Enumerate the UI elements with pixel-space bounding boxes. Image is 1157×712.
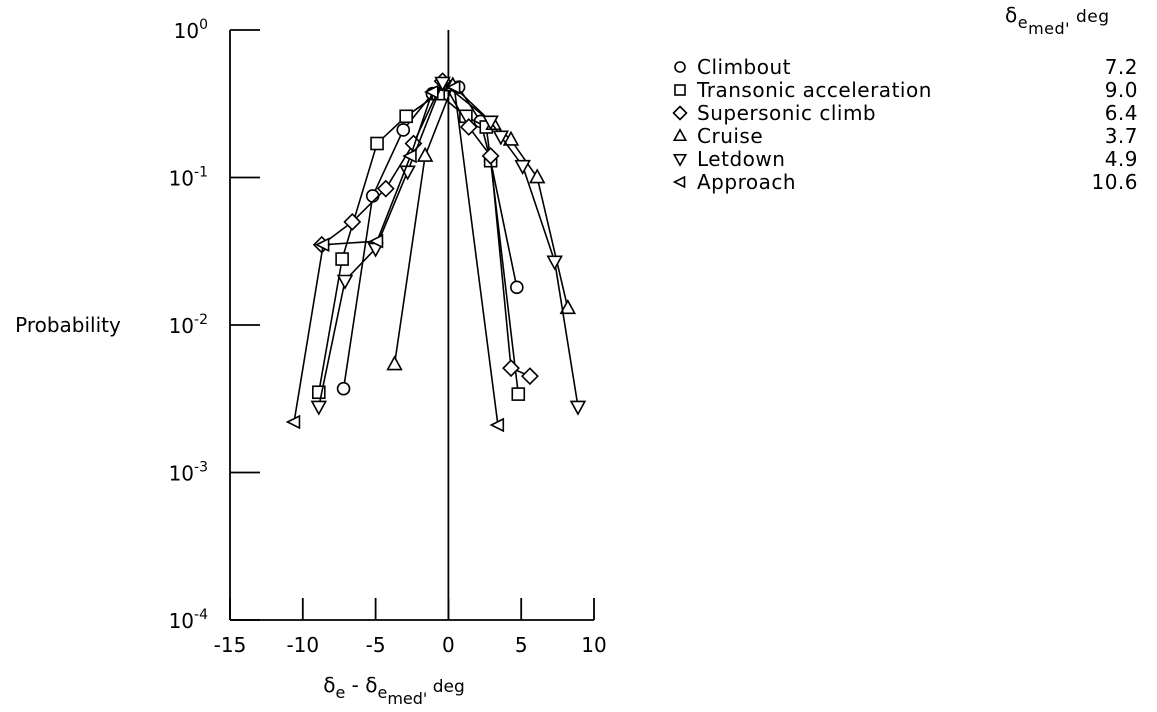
legend-median-value: 7.2: [1105, 55, 1138, 79]
legend-median-value: 6.4: [1105, 101, 1138, 125]
legend-marker-triangle-up: [672, 128, 688, 142]
legend-header: δemed' deg: [1005, 3, 1110, 38]
legend-label: Transonic acceleration: [696, 78, 932, 102]
x-tick-label: -15: [214, 633, 247, 657]
legend-marker-diamond: [672, 105, 688, 121]
data-point-triangle-down: [310, 400, 328, 416]
legend-median-value: 3.7: [1105, 124, 1138, 148]
x-tick-label: 10: [581, 633, 606, 657]
x-tick-label: 5: [515, 633, 528, 657]
legend-median-value: 4.9: [1105, 147, 1138, 171]
data-point-triangle-down: [482, 115, 499, 131]
data-point-circle: [510, 280, 524, 295]
data-point-triangle-left: [423, 84, 439, 100]
data-point-triangle-down: [569, 400, 587, 416]
legend-item: Approach 10.6: [672, 170, 1138, 194]
data-point-triangle-up: [386, 355, 403, 371]
legend-item: Supersonic climb 6.4: [672, 101, 1138, 125]
data-point-triangle-left: [314, 237, 330, 253]
data-point-circle: [336, 381, 351, 396]
legend-median-value: 10.6: [1091, 170, 1138, 194]
y-tick-label: 100: [174, 17, 208, 43]
legend-item: Cruise 3.7: [672, 124, 1138, 148]
data-point-triangle-up: [502, 130, 520, 146]
data-point-circle: [365, 189, 380, 203]
data-point-diamond: [376, 179, 395, 198]
series-triangle-down: [310, 76, 587, 416]
x-tick-label: 0: [442, 633, 455, 657]
data-point-triangle-left: [285, 414, 301, 430]
y-tick-label: 10-4: [169, 607, 209, 633]
legend-item: Letdown 4.9: [672, 147, 1138, 171]
series-line: [293, 86, 499, 426]
legend-label: Letdown: [697, 147, 785, 171]
x-axis-title: δe - δemed' deg: [323, 673, 465, 708]
data-point-triangle-down: [434, 76, 451, 92]
legend-label: Cruise: [697, 124, 763, 148]
data-point-triangle-down: [492, 130, 510, 146]
data-point-triangle-up: [416, 146, 434, 162]
legend-marker-triangle-down: [672, 153, 688, 167]
legend-label: Supersonic climb: [697, 101, 876, 125]
data-point-square: [370, 136, 384, 151]
data-point-triangle-left: [489, 417, 505, 433]
data-point-diamond: [502, 359, 520, 378]
legend-label: Climbout: [697, 55, 791, 79]
data-point-diamond: [343, 212, 362, 231]
legend-marker-square: [674, 84, 686, 96]
data-point-triangle-down: [546, 255, 563, 271]
series-layer: [285, 72, 587, 433]
data-point-diamond: [521, 367, 539, 386]
data-point-triangle-left: [368, 233, 384, 249]
legend-label: Approach: [697, 170, 796, 194]
data-point-triangle-up: [559, 299, 577, 315]
data-point-diamond: [459, 118, 478, 136]
legend-item: Transonic acceleration 9.0: [674, 78, 1138, 102]
x-tick-label: -5: [366, 633, 386, 657]
y-tick-label: 10-3: [169, 460, 208, 486]
y-tick-label: 10-1: [169, 165, 208, 191]
data-point-triangle-up: [528, 168, 546, 184]
data-point-square: [511, 387, 526, 401]
series-line: [318, 81, 579, 407]
legend-marker-circle: [674, 61, 686, 73]
legend-marker-triangle-left: [672, 175, 686, 189]
data-point-circle: [396, 123, 411, 137]
data-point-triangle-down: [336, 274, 354, 290]
legend-median-value: 9.0: [1105, 78, 1138, 102]
data-point-square: [399, 109, 413, 124]
x-tick-label: -10: [286, 633, 319, 657]
data-point-triangle-left: [402, 148, 417, 164]
y-tick-label: 10-2: [169, 312, 208, 338]
data-point-square: [335, 252, 349, 266]
axes: 100 10-1 10-2 10-3 10-4-15 -10 -5 0 5 10 Probabili…: [15, 17, 607, 708]
data-point-diamond: [481, 147, 500, 165]
legend-item: Climbout 7.2: [674, 55, 1138, 79]
y-axis-title: Probability: [15, 313, 121, 337]
data-point-triangle-left: [445, 79, 461, 95]
data-point-triangle-down: [514, 159, 531, 175]
series-triangle-left: [285, 79, 505, 433]
